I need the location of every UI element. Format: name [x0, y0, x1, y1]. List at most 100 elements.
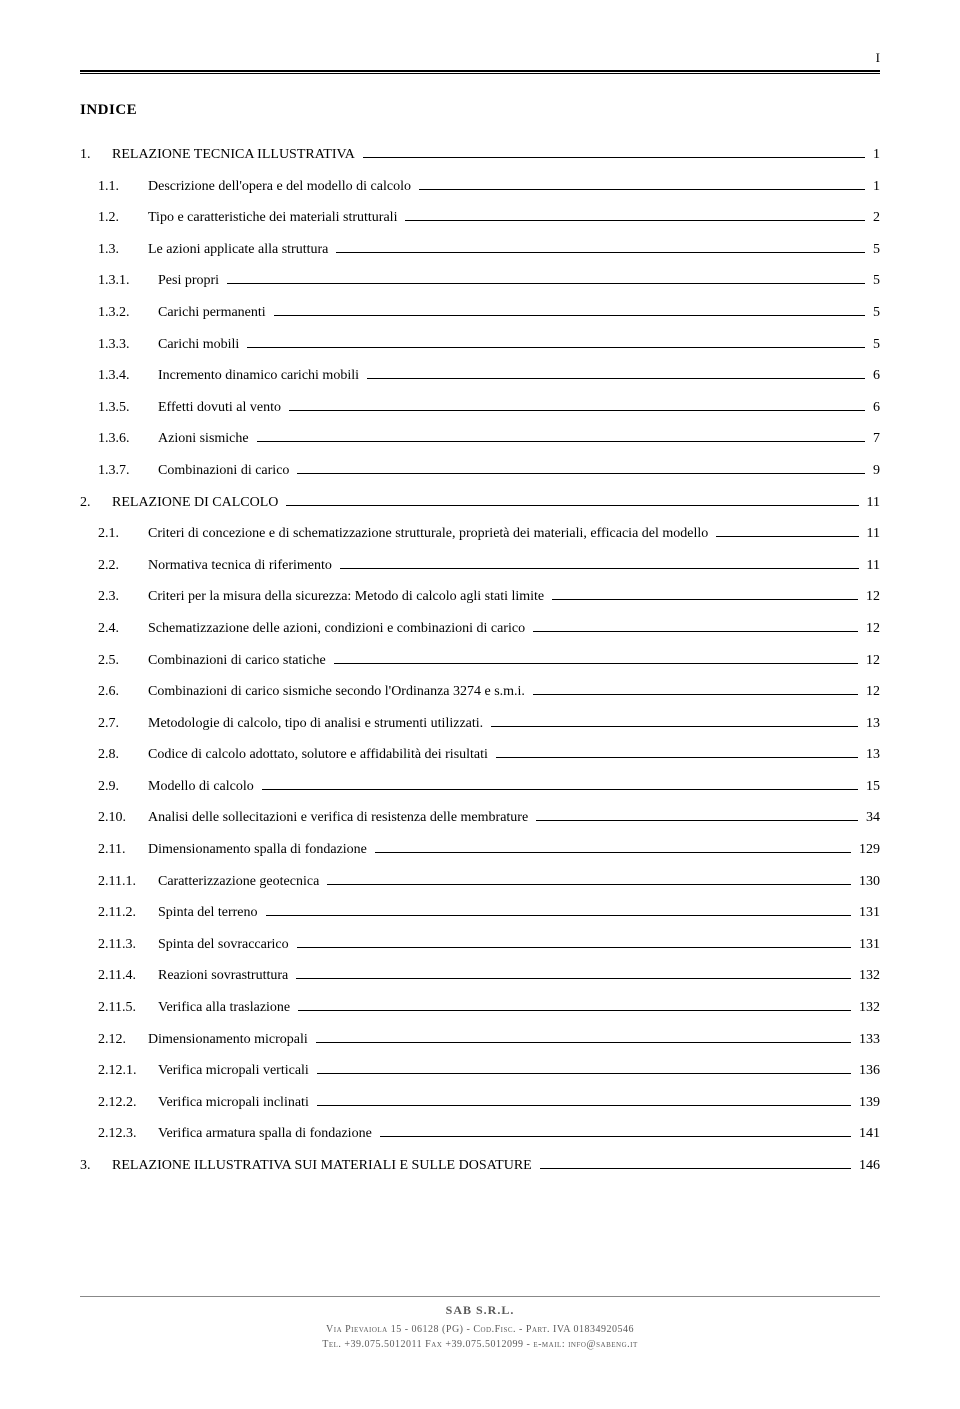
toc-entry-page: 5 [869, 303, 880, 323]
toc-entry-text: Incremento dinamico carichi mobili [158, 366, 363, 386]
toc-entry-page: 11 [863, 556, 880, 576]
toc-entry: 1.3.3.Carichi mobili 5 [98, 335, 880, 355]
toc-leader-line [363, 157, 865, 158]
toc-leader-line [266, 915, 851, 916]
toc-entry: 2.5.Combinazioni di carico statiche12 [98, 651, 880, 671]
toc-entry: 1.3.7.Combinazioni di carico9 [98, 461, 880, 481]
toc-entry-page: 2 [869, 208, 880, 228]
toc-entry: 2.11.1.Caratterizzazione geotecnica130 [98, 872, 880, 892]
toc-entry: 1.3.1.Pesi propri 5 [98, 271, 880, 291]
toc-entry-text: Verifica armatura spalla di fondazione [158, 1124, 376, 1144]
toc-entry-text: Spinta del terreno [158, 903, 262, 923]
toc-entry-page: 9 [869, 461, 880, 481]
toc-leader-line [297, 947, 851, 948]
toc-entry-text: RELAZIONE DI CALCOLO [112, 493, 282, 513]
toc-leader-line [367, 378, 865, 379]
toc-leader-line [340, 568, 859, 569]
toc-entry: 2.6.Combinazioni di carico sismiche seco… [98, 682, 880, 702]
toc-entry-page: 132 [855, 998, 880, 1018]
toc-leader-line [533, 631, 858, 632]
toc-entry-number: 2.10. [98, 808, 148, 828]
toc-entry-number: 2.11.2. [98, 903, 158, 923]
toc-entry-number: 2. [80, 493, 112, 513]
toc-leader-line [375, 852, 851, 853]
footer-contact-line: Tel. +39.075.5012011 Fax +39.075.5012099… [80, 1337, 880, 1352]
toc-entry-number: 2.7. [98, 714, 148, 734]
toc-entry-text: Effetti dovuti al vento [158, 398, 285, 418]
toc-entry-number: 1.3.1. [98, 271, 158, 291]
toc-leader-line [247, 347, 865, 348]
toc-entry: 2.12.1.Verifica micropali verticali136 [98, 1061, 880, 1081]
toc-entry-text: Combinazioni di carico sismiche secondo … [148, 682, 529, 702]
toc-entry-text: Codice di calcolo adottato, solutore e a… [148, 745, 492, 765]
toc-entry-page: 12 [862, 682, 880, 702]
toc-entry: 2.11.3.Spinta del sovraccarico131 [98, 935, 880, 955]
toc-entry-text: Carichi permanenti [158, 303, 270, 323]
toc-entry-text: RELAZIONE TECNICA ILLUSTRATIVA [112, 145, 359, 165]
toc-entry-text: Dimensionamento micropali [148, 1030, 312, 1050]
toc-leader-line [334, 663, 858, 664]
toc-leader-line [298, 1010, 851, 1011]
toc-entry: 1.3.Le azioni applicate alla struttura5 [98, 240, 880, 260]
toc-entry-text: Metodologie di calcolo, tipo di analisi … [148, 714, 487, 734]
toc-entry-number: 1.3.3. [98, 335, 158, 355]
page-number: I [80, 50, 880, 66]
toc-entry: 2.11.4.Reazioni sovrastruttura132 [98, 966, 880, 986]
toc-entry-number: 2.11. [98, 840, 148, 860]
toc-entry-number: 1. [80, 145, 112, 165]
toc-leader-line [327, 884, 851, 885]
toc-entry-number: 2.6. [98, 682, 148, 702]
toc-entry-page: 5 [869, 335, 880, 355]
toc-entry-page: 5 [869, 271, 880, 291]
toc-entry: 2.11.2.Spinta del terreno131 [98, 903, 880, 923]
toc-entry-page: 7 [869, 429, 880, 449]
toc-entry: 1.RELAZIONE TECNICA ILLUSTRATIVA1 [80, 145, 880, 165]
toc-entry-page: 12 [862, 619, 880, 639]
toc-entry-text: Le azioni applicate alla struttura [148, 240, 332, 260]
toc-entry: 2.4.Schematizzazione delle azioni, condi… [98, 619, 880, 639]
footer-address-line: Via Pievaiola 15 - 06128 (PG) - Cod.Fisc… [80, 1322, 880, 1337]
toc-entry-page: 15 [862, 777, 880, 797]
toc-entry-page: 146 [855, 1156, 880, 1176]
toc-leader-line [316, 1042, 851, 1043]
toc-leader-line [496, 757, 858, 758]
toc-entry-text: Verifica micropali inclinati [158, 1093, 313, 1113]
toc-entry-text: Tipo e caratteristiche dei materiali str… [148, 208, 401, 228]
toc-entry-text: Descrizione dell'opera e del modello di … [148, 177, 415, 197]
toc-entry-page: 133 [855, 1030, 880, 1050]
toc-entry-number: 2.11.3. [98, 935, 158, 955]
toc-entry-page: 139 [855, 1093, 880, 1113]
toc-leader-line [336, 252, 865, 253]
toc-entry-text: Verifica alla traslazione [158, 998, 294, 1018]
toc-entry-page: 131 [855, 935, 880, 955]
toc-entry-page: 13 [862, 714, 880, 734]
toc-entry-number: 1.3.4. [98, 366, 158, 386]
toc-entry-text: Caratterizzazione geotecnica [158, 872, 323, 892]
toc-entry-text: Pesi propri [158, 271, 223, 291]
toc-entry-page: 1 [869, 177, 880, 197]
toc-entry: 2.12.2.Verifica micropali inclinati139 [98, 1093, 880, 1113]
toc-leader-line [286, 505, 858, 506]
toc-entry-page: 130 [855, 872, 880, 892]
toc-entry: 1.3.6.Azioni sismiche7 [98, 429, 880, 449]
toc-leader-line [540, 1168, 851, 1169]
toc-entry-number: 1.3.2. [98, 303, 158, 323]
toc-entry-text: Dimensionamento spalla di fondazione [148, 840, 371, 860]
toc-entry-text: Carichi mobili [158, 335, 243, 355]
toc-entry: 3.RELAZIONE ILLUSTRATIVA SUI MATERIALI E… [80, 1156, 880, 1176]
toc-entry-number: 1.1. [98, 177, 148, 197]
toc-entry-page: 12 [862, 587, 880, 607]
toc-entry-text: Criteri di concezione e di schematizzazi… [148, 524, 712, 544]
toc-leader-line [262, 789, 858, 790]
toc-leader-line [405, 220, 865, 221]
toc-entry-page: 6 [869, 398, 880, 418]
page-footer: SAB S.R.L. Via Pievaiola 15 - 06128 (PG)… [80, 1296, 880, 1352]
toc-entry: 1.1.Descrizione dell'opera e del modello… [98, 177, 880, 197]
toc-entry: 2.9.Modello di calcolo15 [98, 777, 880, 797]
toc-entry-number: 2.9. [98, 777, 148, 797]
toc-entry-page: 11 [863, 524, 880, 544]
top-horizontal-rule [80, 70, 880, 74]
toc-leader-line [380, 1136, 851, 1137]
toc-leader-line [317, 1105, 851, 1106]
toc-entry: 2.7.Metodologie di calcolo, tipo di anal… [98, 714, 880, 734]
